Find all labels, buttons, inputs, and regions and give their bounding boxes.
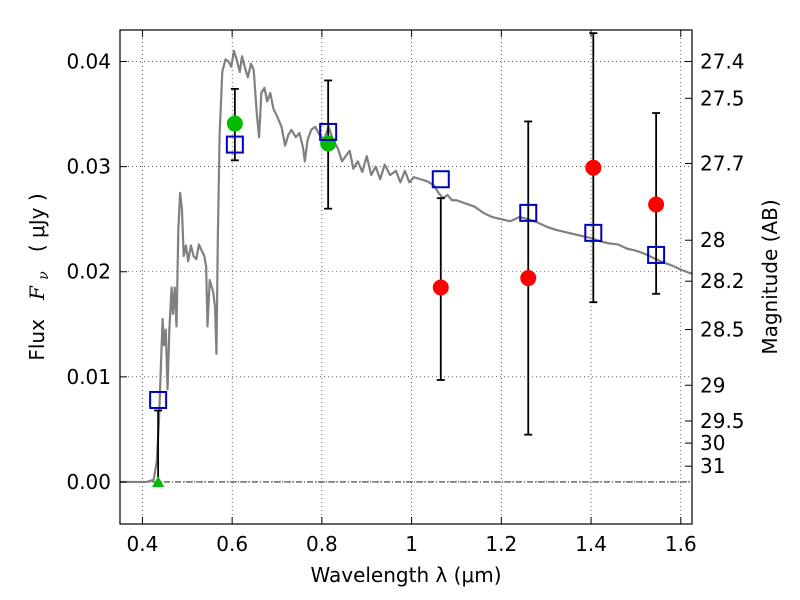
x-tick-label: 1.4 [575, 532, 607, 556]
observed-point [432, 279, 449, 296]
y-tick-label: 0.01 [66, 365, 111, 389]
y-axis-label-left: Flux F ν ( μJy ) [25, 193, 53, 360]
x-tick-label: 1.2 [485, 532, 517, 556]
x-tick-label: 0.8 [306, 532, 338, 556]
magnitude-tick-label: 29 [700, 373, 725, 397]
synthetic-square [584, 223, 603, 242]
observed-point [648, 196, 665, 213]
data-markers [149, 115, 666, 487]
y-tick-label: 0.03 [66, 155, 111, 179]
tick-labels: 0.4 0.6 0.8 1 1.2 1.4 1.6 0.00 0.01 0.02 0.03 0.04 2… [66, 50, 744, 556]
x-tick-label: 0.6 [216, 532, 248, 556]
synthetic-square [149, 390, 168, 409]
magnitude-tick-label: 30 [700, 431, 725, 455]
observed-point [520, 270, 537, 287]
x-axis-label: Wavelength λ (μm) [310, 563, 501, 587]
plot-frame [119, 29, 693, 525]
magnitude-tick-label: 27.7 [700, 151, 745, 175]
observed-point [585, 159, 602, 176]
y-tick-label: 0.00 [66, 470, 111, 494]
magnitude-tick-label: 27.4 [700, 50, 745, 74]
x-tick-label: 1.6 [665, 532, 697, 556]
magnitude-tick-label: 28 [700, 228, 725, 252]
y-label-symbol: F [25, 285, 49, 301]
synthetic-square [519, 203, 538, 222]
x-tick-label: 1 [405, 532, 418, 556]
upper-limit-triangle [152, 475, 165, 487]
y-axis-label-right: Magnitude (AB) [758, 199, 782, 354]
x-tick-label: 0.4 [127, 532, 159, 556]
y-label-prefix: Flux [25, 306, 49, 360]
y-label-subscript: ν [36, 271, 52, 280]
optical-point [226, 115, 243, 132]
synthetic-square [225, 135, 244, 154]
synthetic-square [647, 245, 666, 264]
synthetic-square [319, 122, 338, 141]
axis-ticks [120, 30, 692, 524]
magnitude-tick-label: 27.5 [700, 86, 745, 110]
magnitude-tick-label: 28.2 [700, 269, 745, 293]
magnitude-tick-label: 29.5 [700, 409, 745, 433]
y-tick-label: 0.02 [66, 260, 111, 284]
optical-point [320, 135, 337, 152]
model-spectrum-line [120, 49, 693, 484]
y-tick-label: 0.04 [66, 50, 111, 74]
y-label-unit: ( μJy ) [25, 193, 49, 265]
magnitude-tick-label: 31 [700, 454, 725, 478]
synthetic-square [431, 170, 450, 189]
magnitude-tick-label: 28.5 [700, 318, 745, 342]
